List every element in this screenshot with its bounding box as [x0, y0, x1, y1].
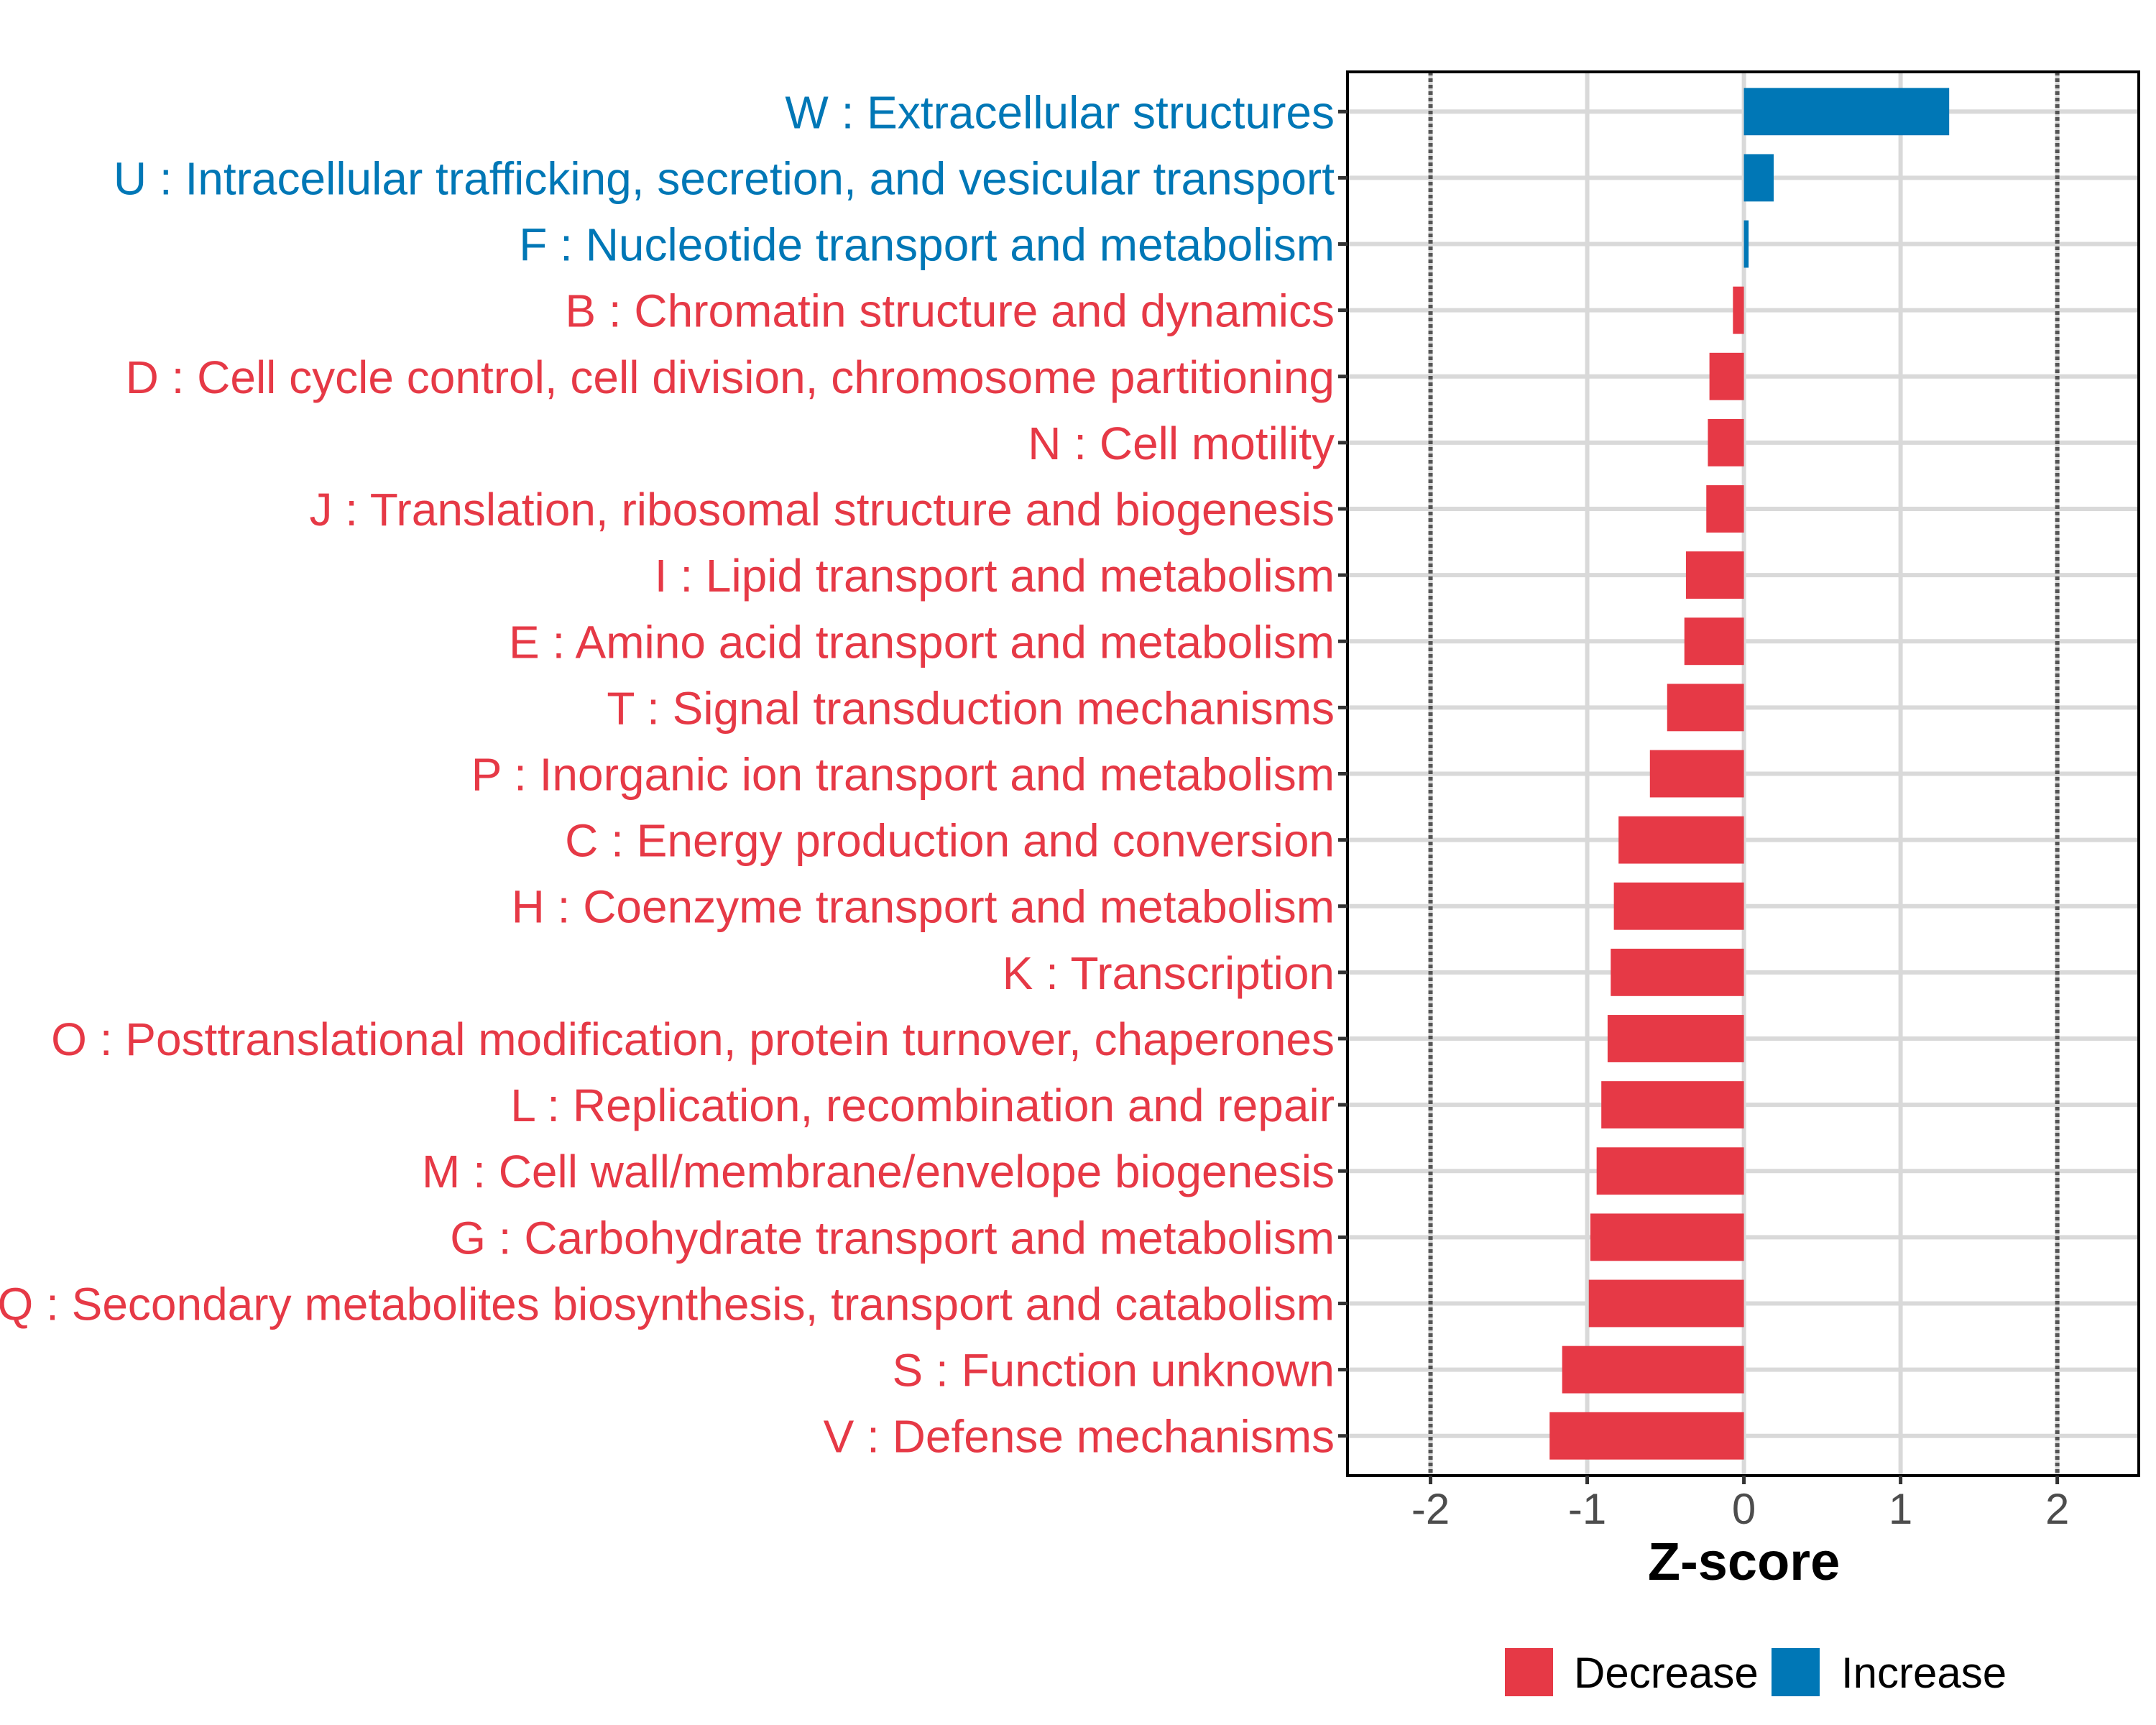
category-label: M : Cell wall/membrane/envelope biogenes…: [422, 1146, 1335, 1197]
legend-key-increase: [1772, 1648, 1820, 1696]
category-label: U : Intracellular trafficking, secretion…: [114, 152, 1335, 204]
bar-g: [1590, 1213, 1744, 1261]
category-label: K : Transcription: [1003, 947, 1335, 999]
x-axis-ticks: [1429, 1476, 2060, 1484]
bars: [1549, 88, 1950, 1460]
legend-label-decrease: Decrease: [1574, 1649, 1759, 1697]
bar-f: [1743, 220, 1749, 268]
x-tick-label: 2: [2045, 1485, 2069, 1533]
bar-i: [1685, 551, 1744, 599]
category-label: C : Energy production and conversion: [565, 815, 1335, 867]
x-axis-title: Z-score: [1648, 1532, 1840, 1591]
bar-b: [1733, 286, 1744, 334]
category-label: L : Replication, recombination and repai…: [510, 1080, 1335, 1131]
x-tick-label: 1: [1889, 1485, 1912, 1533]
category-label: G : Carbohydrate transport and metabolis…: [450, 1212, 1335, 1264]
category-label: B : Chromatin structure and dynamics: [565, 285, 1335, 337]
category-label: N : Cell motility: [1028, 418, 1335, 469]
bar-j: [1706, 485, 1744, 533]
category-label: F : Nucleotide transport and metabolism: [519, 219, 1335, 271]
bar-s: [1562, 1346, 1744, 1394]
category-label: V : Defense mechanisms: [824, 1411, 1335, 1463]
category-label: I : Lipid transport and metabolism: [655, 550, 1335, 602]
legend-key-decrease: [1505, 1648, 1553, 1696]
category-label: J : Translation, ribosomal structure and…: [310, 484, 1335, 535]
bar-w: [1743, 88, 1950, 136]
category-label: W : Extracellular structures: [785, 86, 1335, 138]
bar-n: [1708, 418, 1744, 466]
bar-e: [1684, 617, 1744, 666]
y-axis-labels: W : Extracellular structures U : Intracel…: [0, 86, 1335, 1462]
category-label: Q : Secondary metabolites biosynthesis, …: [0, 1278, 1335, 1330]
bar-h: [1613, 882, 1744, 930]
reference-lines: [1428, 72, 2060, 1476]
category-label: E : Amino acid transport and metabolism: [509, 616, 1335, 668]
bar-t: [1667, 684, 1744, 732]
x-tick-label: 0: [1732, 1485, 1756, 1533]
category-label: H : Coenzyme transport and metabolism: [512, 881, 1335, 933]
y-axis-ticks: [1338, 109, 1348, 1438]
legend: Decrease Increase: [1505, 1648, 2007, 1697]
bar-l: [1601, 1081, 1744, 1129]
bar-p: [1649, 750, 1744, 798]
category-label: S : Function unknown: [893, 1345, 1335, 1397]
bar-d: [1709, 352, 1744, 400]
bar-m: [1596, 1147, 1744, 1195]
bar-o: [1607, 1015, 1744, 1062]
bar-v: [1549, 1412, 1744, 1460]
category-label: P : Inorganic ion transport and metaboli…: [471, 749, 1335, 801]
legend-label-increase: Increase: [1841, 1649, 2007, 1697]
category-label: D : Cell cycle control, cell division, c…: [126, 351, 1335, 403]
category-label: T : Signal transduction mechanisms: [607, 682, 1335, 734]
x-axis-labels: -2 -1 0 1 2: [1411, 1485, 2069, 1533]
bar-k: [1611, 948, 1744, 996]
bar-q: [1588, 1279, 1744, 1328]
x-tick-label: -2: [1411, 1485, 1450, 1533]
bar-u: [1743, 154, 1774, 202]
x-tick-label: -1: [1568, 1485, 1606, 1533]
bar-c: [1618, 816, 1744, 864]
category-label: O : Posttranslational modification, prot…: [51, 1013, 1335, 1065]
